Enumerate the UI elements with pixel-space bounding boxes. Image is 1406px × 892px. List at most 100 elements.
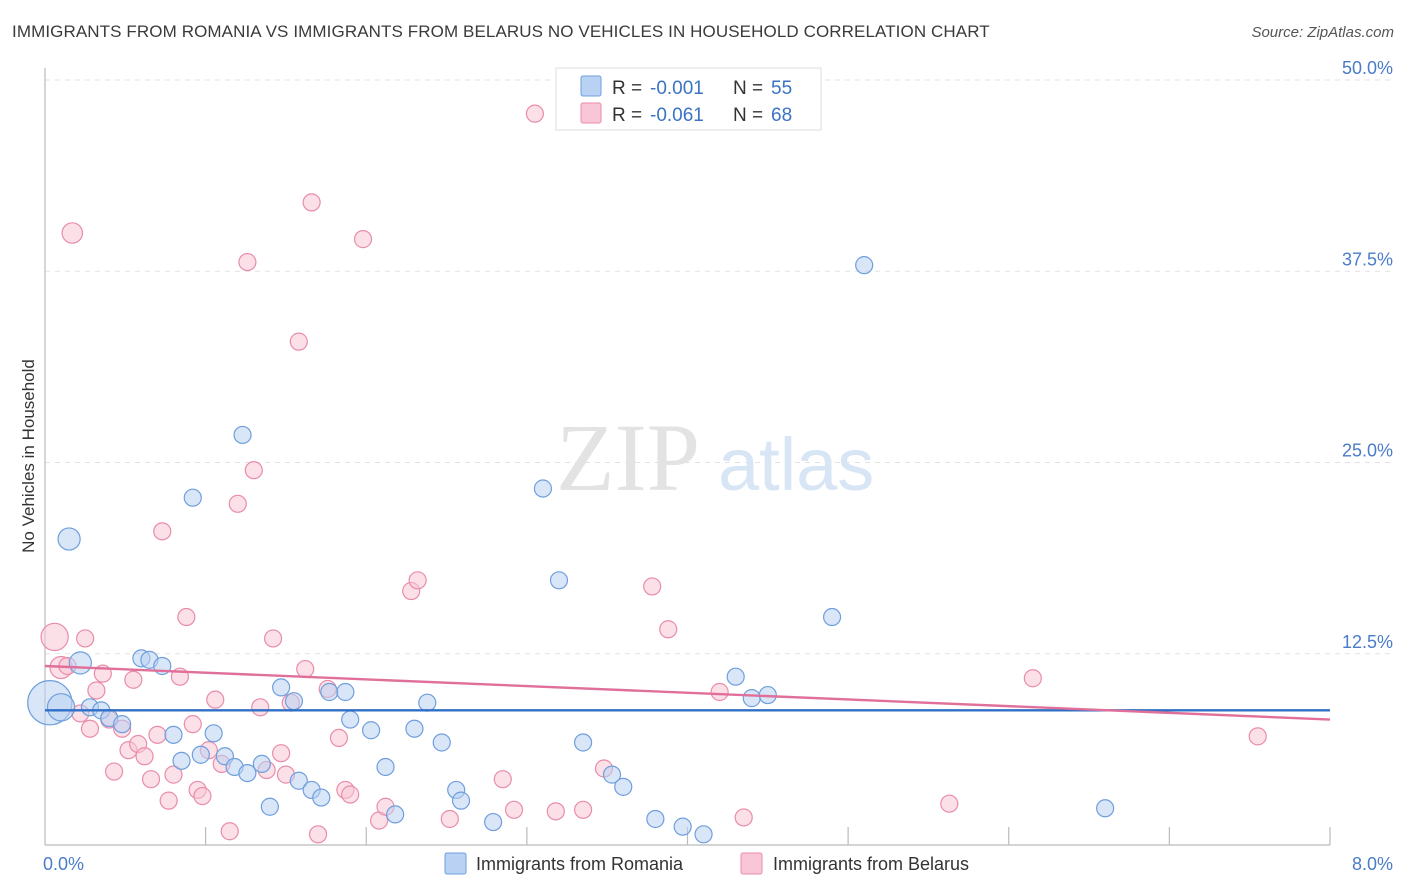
romania-point-39 [533,479,553,498]
romania-point-22 [272,678,291,697]
belarus-point-61 [710,682,729,702]
belarus-point-10 [104,762,124,781]
romania-point-13 [183,488,202,507]
romania-point-46 [694,825,713,844]
romania-point-30 [361,721,381,740]
belarus-point-20 [164,765,183,784]
belarus-point-39 [289,332,308,351]
romania-point-28 [336,682,355,702]
romania-point-24 [289,771,308,790]
legend-r-value-romania: -0.001 [650,78,704,99]
belarus-point-22 [177,607,196,627]
chart-source: Source: ZipAtlas.com [1251,24,1394,41]
romania-point-37 [451,791,471,810]
belarus-point-3 [61,222,84,244]
belarus-point-57 [573,800,593,819]
belarus-point-15 [135,747,154,766]
romania-point-29 [341,710,360,729]
y-tick-labels: 12.5% 25.0% 37.5% 50.0% [1342,58,1393,652]
belarus-point-51 [408,571,427,590]
belarus-point-65 [1248,727,1267,746]
romania-point-41 [573,733,593,752]
romania-point-12 [172,751,191,770]
belarus-point-55 [525,104,545,123]
romania-point-23 [284,692,304,711]
belarus-point-63 [940,794,959,813]
y-tick-label-2: 37.5% [1342,249,1393,269]
romania-point-14 [191,745,210,764]
romania-point-48 [742,689,761,708]
romania-point-40 [549,571,569,590]
legend-bottom: Immigrants from Romania Immigrants from … [444,852,969,875]
romania-point-21 [260,797,279,816]
bottom-legend-label-belarus: Immigrants from Belarus [773,854,969,874]
romania-point-27 [320,682,339,702]
belarus-point-59 [643,577,662,596]
belarus-point-62 [734,808,753,827]
x-axis-ticks [205,827,1331,845]
romania-point-15 [204,724,223,743]
romania-point-43 [614,777,633,796]
belarus-point-56 [546,802,565,821]
romania-point-26 [312,788,331,807]
belarus-point-13 [124,670,143,689]
legend-n-label-romania: N = [733,78,763,99]
legend-r-label-belarus: R = [612,105,642,126]
legend-n-label-belarus: N = [733,105,763,126]
series-romania-points [27,256,1115,844]
belarus-point-44 [329,728,349,748]
belarus-point-53 [493,770,512,789]
belarus-point-31 [238,252,257,272]
romania-point-2 [57,527,81,551]
romania-point-38 [484,812,503,832]
belarus-point-30 [228,494,247,513]
belarus-point-36 [272,744,291,763]
belarus-point-35 [263,629,283,648]
romania-point-51 [855,256,874,275]
belarus-point-40 [296,659,315,679]
romania-point-32 [386,805,405,824]
trend-line-belarus [44,664,1331,721]
legend-top: R = -0.001 N = 55 R = -0.061 N = 68 [555,67,822,131]
belarus-point-42 [308,825,328,844]
romania-point-11 [164,725,183,744]
y-tick-label-1: 25.0% [1342,441,1393,461]
gridlines [45,79,1395,655]
romania-point-1 [46,693,76,722]
bottom-legend-swatch-belarus [740,852,763,875]
belarus-point-5 [76,629,95,648]
belarus-point-29 [220,822,239,841]
belarus-point-32 [244,461,263,480]
belarus-point-33 [251,698,270,717]
belarus-point-47 [353,230,373,249]
belarus-point-27 [206,690,225,709]
bottom-legend-swatch-romania [444,852,467,875]
romania-point-31 [376,757,395,777]
x-tick-label-min: 0.0% [43,854,84,874]
legend-swatch-romania [580,75,602,97]
watermark-atlas: atlas [718,423,874,506]
belarus-point-17 [148,725,167,744]
romania-point-19 [238,763,257,783]
y-tick-label-3: 50.0% [1342,58,1393,78]
belarus-point-7 [87,681,106,700]
belarus-point-52 [440,809,459,829]
romania-point-34 [418,693,437,712]
y-tick-label-0: 12.5% [1342,632,1393,652]
legend-swatch-belarus [580,102,602,124]
belarus-point-6 [80,719,100,738]
legend-r-value-belarus: -0.061 [650,105,704,126]
belarus-point-46 [341,785,360,804]
x-tick-label-max: 8.0% [1352,854,1393,874]
belarus-point-19 [159,791,178,810]
belarus-point-16 [141,770,161,789]
romania-point-52 [1096,799,1115,818]
romania-point-18 [233,425,252,445]
romania-point-7 [112,715,132,734]
belarus-point-54 [504,800,524,819]
belarus-point-64 [1023,669,1042,688]
romania-point-47 [726,667,745,686]
legend-n-value-belarus: 68 [771,105,792,126]
belarus-point-23 [183,715,202,734]
